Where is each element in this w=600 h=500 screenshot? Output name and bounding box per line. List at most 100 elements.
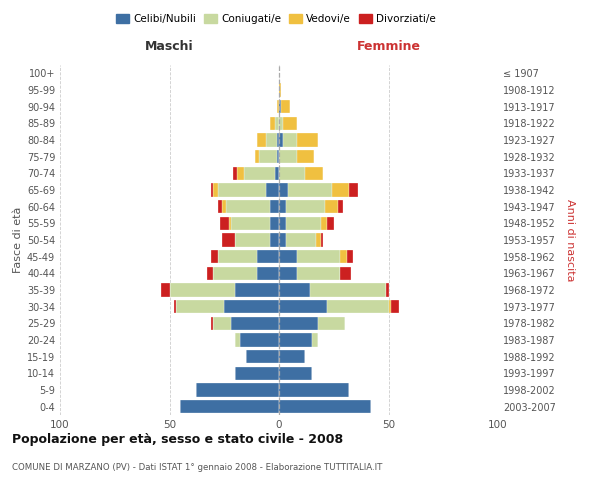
Bar [257, 134, 266, 146]
Bar [235, 284, 279, 296]
Bar [279, 200, 286, 213]
Bar [279, 284, 310, 296]
Bar [233, 166, 238, 180]
Bar [319, 316, 345, 330]
Bar [224, 300, 279, 314]
Bar [266, 184, 279, 196]
Bar [279, 216, 286, 230]
Bar [310, 284, 386, 296]
Bar [231, 216, 270, 230]
Bar [325, 200, 338, 213]
Bar [246, 350, 279, 364]
Bar [386, 284, 389, 296]
Bar [270, 234, 279, 246]
Bar [340, 250, 347, 264]
Bar [327, 300, 389, 314]
Bar [226, 200, 270, 213]
Bar [176, 300, 224, 314]
Y-axis label: Anni di nascita: Anni di nascita [565, 198, 575, 281]
Text: COMUNE DI MARZANO (PV) - Dati ISTAT 1° gennaio 2008 - Elaborazione TUTTITALIA.IT: COMUNE DI MARZANO (PV) - Dati ISTAT 1° g… [12, 462, 382, 471]
Bar [279, 84, 281, 96]
Bar [214, 316, 231, 330]
Bar [235, 234, 270, 246]
Bar [214, 266, 257, 280]
Bar [218, 250, 257, 264]
Bar [235, 366, 279, 380]
Bar [279, 300, 327, 314]
Bar [279, 234, 286, 246]
Bar [279, 366, 312, 380]
Bar [279, 166, 305, 180]
Y-axis label: Fasce di età: Fasce di età [13, 207, 23, 273]
Text: Femmine: Femmine [356, 40, 421, 54]
Bar [161, 284, 170, 296]
Bar [279, 116, 283, 130]
Bar [391, 300, 400, 314]
Bar [222, 200, 226, 213]
Bar [279, 250, 296, 264]
Bar [181, 400, 279, 413]
Bar [279, 150, 296, 164]
Bar [288, 184, 332, 196]
Bar [320, 216, 327, 230]
Bar [327, 216, 334, 230]
Bar [207, 266, 214, 280]
Text: Maschi: Maschi [145, 40, 194, 54]
Bar [286, 200, 325, 213]
Bar [312, 334, 319, 346]
Bar [279, 100, 281, 114]
Bar [281, 100, 290, 114]
Bar [320, 234, 323, 246]
Bar [279, 400, 371, 413]
Bar [389, 300, 391, 314]
Bar [279, 384, 349, 396]
Bar [347, 250, 353, 264]
Bar [270, 200, 279, 213]
Bar [286, 216, 320, 230]
Bar [349, 184, 358, 196]
Bar [222, 234, 235, 246]
Bar [283, 134, 296, 146]
Bar [283, 116, 296, 130]
Bar [275, 116, 279, 130]
Bar [279, 184, 288, 196]
Bar [279, 334, 312, 346]
Bar [255, 150, 259, 164]
Bar [266, 134, 277, 146]
Bar [296, 266, 340, 280]
Legend: Celibi/Nubili, Coniugati/e, Vedovi/e, Divorziati/e: Celibi/Nubili, Coniugati/e, Vedovi/e, Di… [112, 10, 440, 29]
Bar [257, 266, 279, 280]
Bar [211, 250, 218, 264]
Bar [214, 184, 218, 196]
Bar [332, 184, 349, 196]
Bar [259, 150, 277, 164]
Bar [211, 316, 214, 330]
Bar [279, 316, 319, 330]
Bar [174, 300, 176, 314]
Bar [229, 216, 231, 230]
Bar [296, 134, 319, 146]
Text: Popolazione per età, sesso e stato civile - 2008: Popolazione per età, sesso e stato civil… [12, 432, 343, 446]
Bar [238, 166, 244, 180]
Bar [169, 284, 235, 296]
Bar [279, 266, 296, 280]
Bar [286, 234, 316, 246]
Bar [211, 184, 214, 196]
Bar [220, 216, 229, 230]
Bar [279, 350, 305, 364]
Bar [231, 316, 279, 330]
Bar [296, 150, 314, 164]
Bar [277, 134, 279, 146]
Bar [277, 150, 279, 164]
Bar [305, 166, 323, 180]
Bar [296, 250, 340, 264]
Bar [338, 200, 343, 213]
Bar [270, 116, 275, 130]
Bar [340, 266, 351, 280]
Bar [270, 216, 279, 230]
Bar [196, 384, 279, 396]
Bar [277, 100, 279, 114]
Bar [235, 334, 239, 346]
Bar [279, 134, 283, 146]
Bar [275, 166, 279, 180]
